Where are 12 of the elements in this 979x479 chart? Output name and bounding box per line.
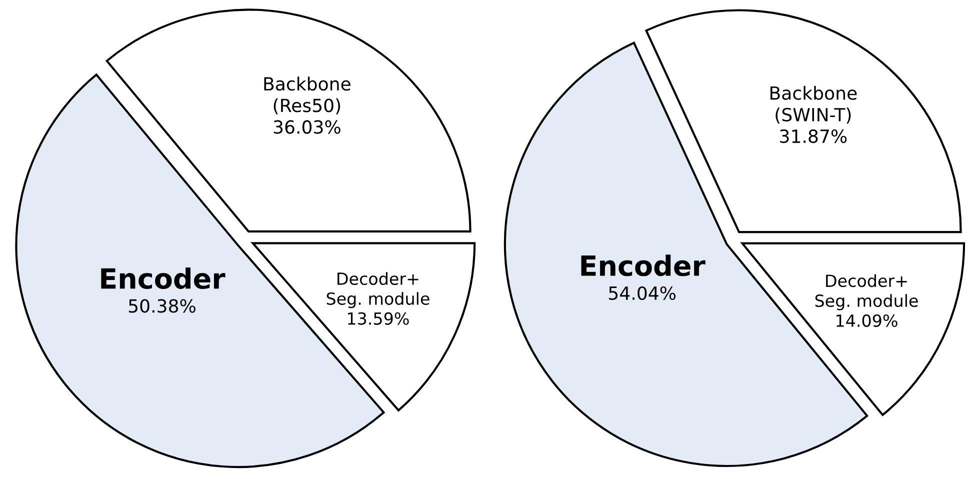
data-label: 50.38% [128,299,196,313]
slice-label: Backbone (SWIN-T) [770,86,857,124]
data-label: 14.09% [836,314,898,327]
data-label: 36.03% [274,120,340,134]
data-label: 54.04% [609,286,676,300]
slice-label: Decoder+ Seg. module [815,274,918,310]
slice-label: Decoder+ Seg. module [326,272,430,308]
slice-label: Encoder [581,254,706,276]
data-label: 13.59% [348,312,409,325]
slice-label: Backbone (Res50) [264,76,350,114]
data-label: 31.87% [780,129,847,144]
slice-label: Encoder [101,268,226,290]
